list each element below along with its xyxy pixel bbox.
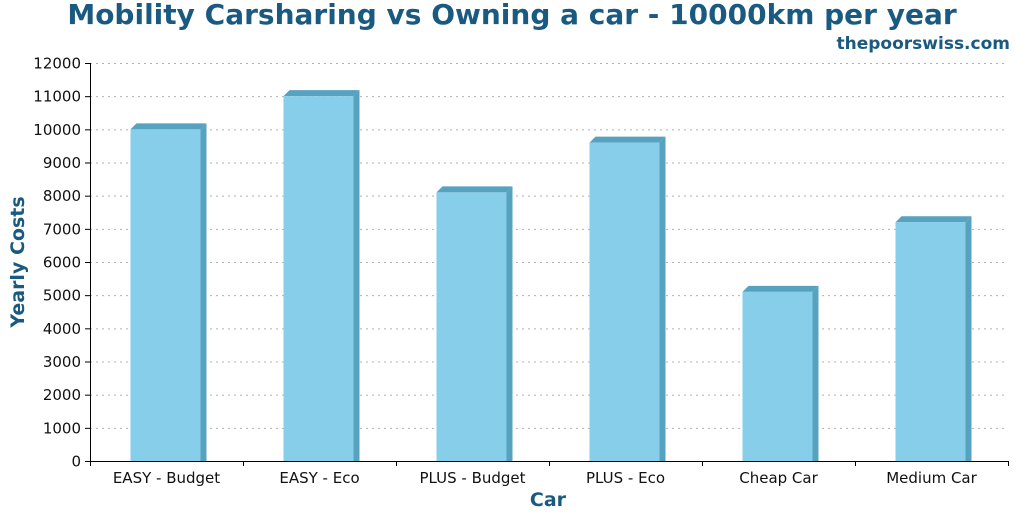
bar-side <box>965 216 972 461</box>
x-tick-label: EASY - Eco <box>279 469 359 487</box>
y-tick-label: 5000 <box>43 287 81 305</box>
bar <box>130 129 201 462</box>
y-tick-label: 9000 <box>43 154 81 172</box>
x-tick-labels: EASY - Budget EASY - Eco PLUS - Budget PLUS… <box>113 469 978 487</box>
bar-top <box>589 136 666 143</box>
y-tick-label: 7000 <box>43 220 81 238</box>
bar-side <box>506 186 513 461</box>
bar <box>283 96 354 462</box>
bar-side <box>659 136 666 461</box>
bar-side <box>200 123 207 461</box>
bar-top <box>130 123 207 130</box>
y-tick-label: 4000 <box>43 320 81 338</box>
bar-top <box>436 186 513 193</box>
bar-top <box>895 216 972 223</box>
x-tick-label: Medium Car <box>886 469 977 487</box>
y-tick-label: 3000 <box>43 353 81 371</box>
bar <box>589 142 660 461</box>
y-tick-label: 12000 <box>33 55 81 73</box>
bar-side <box>812 285 819 461</box>
grid-lines <box>90 63 1008 429</box>
axes <box>85 63 1009 466</box>
y-tick-label: 1000 <box>43 419 81 437</box>
x-tick-label: EASY - Budget <box>113 469 220 487</box>
bars <box>130 90 972 462</box>
bar <box>742 291 813 461</box>
x-axis-title: Car <box>530 489 567 511</box>
y-axis-title: Yearly Costs <box>7 196 29 328</box>
bar-top <box>283 90 360 97</box>
y-tick-label: 2000 <box>43 386 81 404</box>
y-tick-label: 0 <box>71 453 81 471</box>
x-tick-label: Cheap Car <box>739 469 818 487</box>
y-tick-label: 11000 <box>33 88 81 106</box>
y-tick-label: 10000 <box>33 121 81 139</box>
bar-top <box>742 285 819 292</box>
y-tick-label: 8000 <box>43 187 81 205</box>
bar <box>436 192 507 461</box>
x-tick-label: PLUS - Budget <box>419 469 525 487</box>
chart-title: Mobility Carsharing vs Owning a car - 10… <box>67 0 957 31</box>
x-tick-label: PLUS - Eco <box>586 469 665 487</box>
y-tick-labels: 0 1000 2000 3000 4000 5000 6000 7000 8000 9000 100… <box>33 55 81 471</box>
watermark: thepoorswiss.com <box>836 34 1011 54</box>
y-tick-label: 6000 <box>43 254 81 272</box>
bar-side <box>353 90 360 462</box>
bar <box>895 222 966 461</box>
